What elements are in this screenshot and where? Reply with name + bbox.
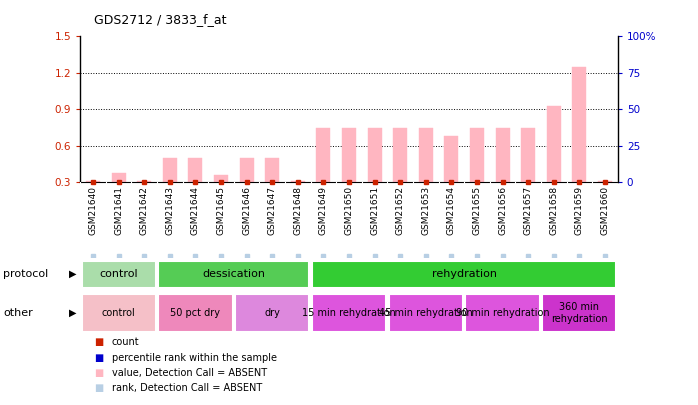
Text: dry: dry (265, 308, 280, 318)
Bar (86, 181, 100, 182)
Bar (235, 294, 309, 332)
Text: GSM21644: GSM21644 (191, 186, 200, 235)
Bar (112, 173, 126, 182)
Text: GSM21658: GSM21658 (549, 186, 558, 235)
Text: ▶: ▶ (69, 269, 77, 279)
Text: GSM21648: GSM21648 (293, 186, 302, 235)
Text: count: count (112, 337, 140, 347)
Text: 50 pct dry: 50 pct dry (170, 308, 221, 318)
Text: GSM21657: GSM21657 (524, 186, 533, 235)
Bar (82, 294, 156, 332)
Text: GSM21641: GSM21641 (114, 186, 123, 235)
Text: GSM21640: GSM21640 (89, 186, 98, 235)
Bar (572, 67, 586, 182)
Text: other: other (3, 308, 34, 318)
Text: ▶: ▶ (69, 308, 77, 318)
Bar (239, 158, 253, 182)
Bar (158, 294, 232, 332)
Text: GSM21654: GSM21654 (447, 186, 456, 235)
Text: GSM21652: GSM21652 (396, 186, 405, 235)
Bar (138, 181, 151, 182)
Bar (466, 294, 540, 332)
Text: control: control (102, 308, 135, 318)
Text: protocol: protocol (3, 269, 49, 279)
Bar (393, 128, 407, 182)
Text: ■: ■ (94, 384, 103, 393)
Text: GSM21646: GSM21646 (242, 186, 251, 235)
Text: GSM21659: GSM21659 (575, 186, 584, 235)
Bar (82, 261, 156, 288)
Text: ■: ■ (94, 368, 103, 378)
Bar (214, 175, 228, 182)
Bar (158, 261, 309, 288)
Text: 15 min rehydration: 15 min rehydration (302, 308, 396, 318)
Text: rank, Detection Call = ABSENT: rank, Detection Call = ABSENT (112, 384, 262, 393)
Text: GSM21651: GSM21651 (370, 186, 379, 235)
Text: GSM21650: GSM21650 (345, 186, 353, 235)
Bar (312, 261, 616, 288)
Bar (312, 294, 386, 332)
Bar (598, 181, 612, 182)
Bar (547, 106, 560, 182)
Text: 45 min rehydration: 45 min rehydration (379, 308, 473, 318)
Text: GSM21642: GSM21642 (140, 186, 149, 235)
Bar (265, 158, 279, 182)
Bar (368, 128, 382, 182)
Text: dessication: dessication (202, 269, 265, 279)
Bar (470, 128, 484, 182)
Text: GSM21647: GSM21647 (268, 186, 276, 235)
Text: ■: ■ (94, 337, 103, 347)
Text: GSM21643: GSM21643 (165, 186, 174, 235)
Bar (445, 136, 459, 182)
Bar (188, 158, 202, 182)
Text: GSM21655: GSM21655 (473, 186, 482, 235)
Bar (496, 128, 510, 182)
Text: ■: ■ (94, 353, 103, 362)
Bar (389, 294, 463, 332)
Text: GSM21656: GSM21656 (498, 186, 507, 235)
Bar (521, 128, 535, 182)
Bar (342, 128, 356, 182)
Text: value, Detection Call = ABSENT: value, Detection Call = ABSENT (112, 368, 267, 378)
Text: GSM21649: GSM21649 (319, 186, 328, 235)
Bar (291, 181, 305, 182)
Text: control: control (99, 269, 138, 279)
Text: GSM21660: GSM21660 (600, 186, 609, 235)
Text: 360 min
rehydration: 360 min rehydration (551, 302, 608, 324)
Text: 90 min rehydration: 90 min rehydration (456, 308, 549, 318)
Bar (419, 128, 433, 182)
Text: percentile rank within the sample: percentile rank within the sample (112, 353, 276, 362)
Bar (163, 158, 177, 182)
Bar (542, 294, 616, 332)
Bar (316, 128, 330, 182)
Text: GDS2712 / 3833_f_at: GDS2712 / 3833_f_at (94, 13, 227, 26)
Text: GSM21645: GSM21645 (216, 186, 225, 235)
Text: rehydration: rehydration (431, 269, 497, 279)
Text: GSM21653: GSM21653 (422, 186, 430, 235)
